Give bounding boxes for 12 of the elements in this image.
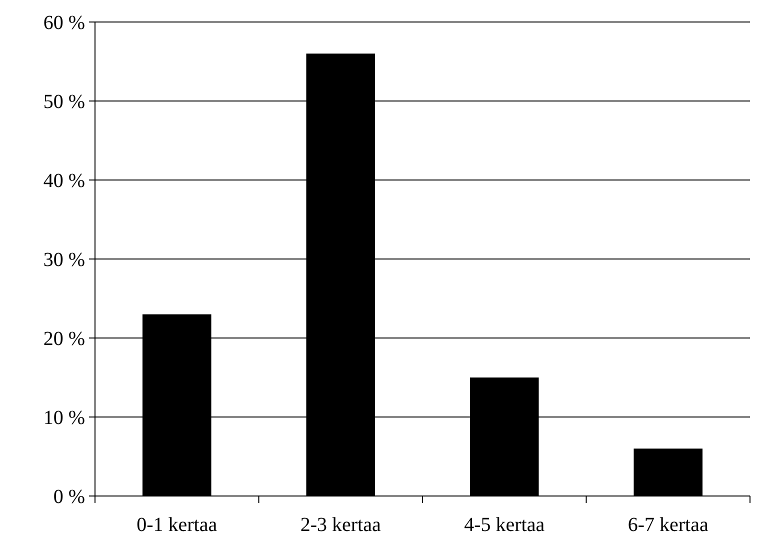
y-tick-label: 20 % [43, 328, 85, 350]
x-tick-label: 0-1 kertaa [136, 514, 218, 536]
x-tick-label: 6-7 kertaa [628, 514, 708, 536]
y-tick-label: 10 % [43, 407, 85, 429]
bar [634, 448, 703, 496]
y-tick-label: 30 % [43, 249, 85, 271]
y-tick-label: 60 % [43, 12, 85, 34]
x-tick-label: 4-5 kertaa [464, 514, 545, 536]
x-tick-label: 2-3 kertaa [300, 514, 381, 536]
y-tick-label: 50 % [43, 91, 85, 113]
y-tick-label: 40 % [43, 170, 85, 192]
y-tick-label: 0 % [53, 486, 85, 508]
